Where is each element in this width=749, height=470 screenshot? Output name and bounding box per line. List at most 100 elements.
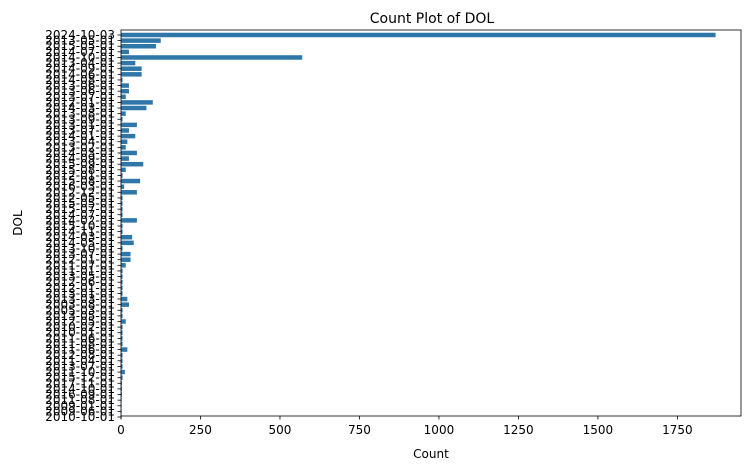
y-tick-label: 2010-01-01 (45, 326, 115, 340)
y-tick-label: 2014-03-01 (45, 146, 115, 160)
y-tick-label: 2014-06-01 (45, 67, 115, 81)
y-tick-label: 2013-08-01 (45, 107, 115, 121)
y-tick-label: 2013-07-01 (45, 247, 115, 261)
y-tick-label: 2015-09-01 (45, 157, 115, 171)
bar (121, 336, 123, 341)
bar (121, 66, 142, 71)
bar (121, 246, 123, 251)
bar (121, 223, 123, 229)
bar (121, 49, 129, 55)
bar (121, 167, 126, 173)
y-tick-label: 2011-08-01 (45, 393, 115, 407)
bar (121, 364, 123, 369)
y-tick-label: 2015-05-01 (45, 39, 115, 53)
y-tick-label: 2011-06-01 (45, 331, 115, 345)
bar (121, 386, 122, 392)
y-tick-label: 2013-06-01 (45, 79, 115, 93)
y-tick-label: 2012-05-01 (45, 191, 115, 205)
bar (121, 234, 133, 240)
y-tick-label: 2014-03-01 (45, 101, 115, 115)
y-tick-label: 2014-09-01 (45, 152, 115, 166)
bar (121, 38, 161, 43)
y-tick-label: 2013-07-01 (45, 124, 115, 138)
y-tick-label: 2014-03-01 (45, 230, 115, 244)
bar (121, 150, 137, 156)
x-axis-ticks: 0 250 500 750 1000 1250 1500 1750 (117, 416, 693, 437)
y-tick-label: 2013-10-01 (45, 241, 115, 255)
bar (121, 330, 123, 335)
bar (121, 369, 125, 375)
y-tick-label: 2011-06-01 (45, 343, 115, 357)
bar (121, 381, 122, 386)
bar (121, 319, 126, 324)
bar (121, 358, 123, 364)
bar (121, 178, 141, 184)
bar (121, 251, 131, 257)
bar (121, 43, 156, 49)
bar (121, 291, 123, 296)
y-tick-label: 2013-01-01 (45, 118, 115, 132)
bar (121, 308, 123, 313)
bar (121, 88, 129, 94)
y-tick-label: 2013-06-01 (45, 84, 115, 98)
x-tick-label: 250 (189, 423, 212, 437)
y-tick-label: 2011-08-01 (45, 337, 115, 351)
plot-frame (120, 29, 742, 417)
bar (121, 77, 123, 83)
bar (121, 100, 153, 105)
y-tick-label: 2014-07-01 (45, 208, 115, 222)
bars-group (121, 32, 716, 420)
chart-title: Count Plot of DOL (370, 11, 495, 27)
x-tick-label: 750 (348, 423, 371, 437)
y-tick-label: 2015-12-01 (45, 371, 115, 385)
bar (121, 72, 142, 77)
y-tick-label: 2012-01-01 (45, 95, 115, 109)
y-tick-label: 2016-09-01 (45, 388, 115, 402)
bar (121, 206, 123, 212)
y-tick-label: 2012-01-01 (45, 253, 115, 267)
bar (121, 279, 123, 285)
y-tick-label: 2009-06-01 (45, 404, 115, 418)
x-tick-label: 1750 (662, 423, 693, 437)
y-tick-label: 2012-01-01 (45, 168, 115, 182)
y-tick-label: 2014-08-01 (45, 73, 115, 87)
bar (121, 285, 123, 291)
bar (121, 184, 125, 189)
y-tick-label: 2013-03-01 (45, 292, 115, 306)
x-tick-label: 0 (117, 423, 125, 437)
bar (121, 392, 122, 397)
y-tick-label: 2013-09-01 (45, 112, 115, 126)
y-tick-label: 2017-11-01 (45, 376, 115, 390)
y-tick-label: 2012-12-01 (45, 185, 115, 199)
y-tick-label: 2014-02-01 (45, 213, 115, 227)
bar (121, 313, 123, 319)
y-tick-label: 2013-05-01 (45, 309, 115, 323)
y-tick-label: 2013-02-01 (45, 140, 115, 154)
bar (121, 347, 128, 352)
bar (121, 55, 303, 60)
y-tick-label: 2015-08-01 (45, 174, 115, 188)
y-tick-label: 2014-07-01 (45, 45, 115, 59)
bar (121, 274, 123, 279)
y-tick-label: 2015-08-01 (45, 163, 115, 177)
x-axis-title: Count (413, 447, 449, 461)
y-tick-label: 2016-03-01 (45, 180, 115, 194)
bar (121, 32, 716, 38)
y-tick-label: 2014-09-01 (45, 62, 115, 76)
bar (121, 94, 126, 100)
bar (121, 105, 147, 111)
y-tick-label: 2012-05-01 (45, 315, 115, 329)
y-tick-label: 2012-06-01 (45, 275, 115, 289)
bar (121, 156, 129, 161)
bar (121, 296, 128, 302)
bar (121, 201, 123, 206)
y-tick-label: 2014-10-01 (45, 382, 115, 396)
bar (121, 324, 123, 330)
bar (121, 218, 137, 223)
bar (121, 268, 123, 274)
y-tick-label: 2010-10-01 (45, 410, 115, 424)
bar (121, 122, 137, 128)
y-tick-label: 2011-10-01 (45, 365, 115, 379)
bar (121, 128, 129, 133)
